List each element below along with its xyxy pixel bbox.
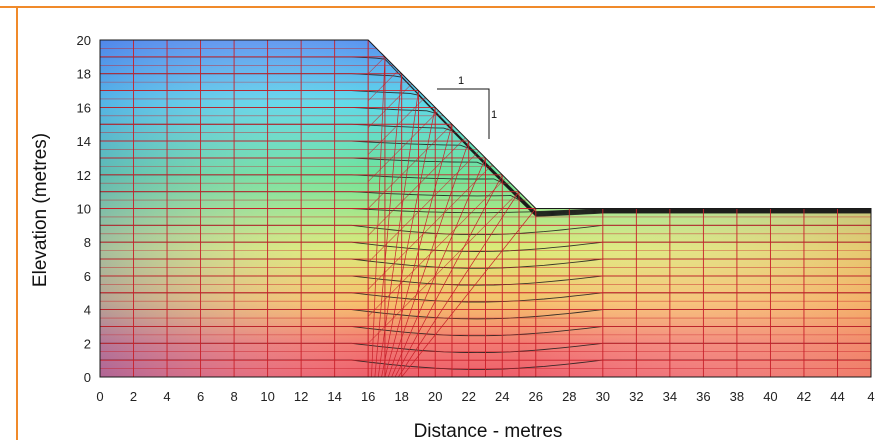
mesh-fan-line (367, 177, 506, 317)
mesh-fan-line (384, 124, 453, 377)
x-tick-label: 6 (197, 389, 204, 404)
slope-ratio-bracket (437, 88, 490, 139)
x-tick-label: 8 (230, 389, 237, 404)
x-tick-label: 4 (163, 389, 170, 404)
slope-ratio-vertical-label: 1 (491, 109, 497, 121)
mesh-fan-line (367, 137, 466, 236)
y-axis-title: Elevation (metres) (30, 133, 51, 287)
y-tick-label: 12 (77, 168, 91, 183)
y-tick-label: 0 (84, 370, 91, 385)
x-axis-title: Distance - metres (414, 421, 563, 440)
y-tick-label: 8 (84, 235, 91, 250)
x-tick-label: 4 (867, 389, 874, 404)
x-tick-label: 20 (428, 389, 442, 404)
x-tick-label: 30 (596, 389, 610, 404)
x-tick-label: 2 (130, 389, 137, 404)
y-tick-label: 16 (77, 100, 91, 115)
mesh-fan-line (367, 191, 520, 344)
x-tick-label: 18 (394, 389, 408, 404)
x-tick-label: 14 (327, 389, 341, 404)
x-tick-label: 34 (663, 389, 677, 404)
mesh-fan-line (367, 56, 386, 74)
mesh-fan-line (374, 73, 403, 377)
mesh-fan-line (367, 150, 480, 263)
mesh-fan-line (401, 208, 537, 377)
mesh-fan-line (387, 140, 470, 377)
y-tick-label: 20 (77, 33, 91, 48)
x-tick-label: 24 (495, 389, 509, 404)
y-axis: 0 2 4 6 8 10 12 14 16 18 20 (77, 33, 91, 385)
y-tick-label: 18 (77, 67, 91, 82)
x-tick-label: 42 (797, 389, 811, 404)
x-axis: 0 2 4 6 8 10 12 14 16 18 20 22 24 26 28 30 32 34 36 38 40 42 4… (96, 389, 874, 404)
mesh-fan-line (377, 90, 419, 377)
x-tick-label: 44 (830, 389, 844, 404)
x-tick-label: 32 (629, 389, 643, 404)
slope-ratio-horizontal-label: 1 (458, 75, 464, 87)
mesh-fan-line (391, 157, 486, 377)
x-tick-label: 38 (730, 389, 744, 404)
y-tick-label: 2 (84, 336, 91, 351)
x-tick-label: 40 (763, 389, 777, 404)
mesh-fan-line (371, 56, 386, 377)
mesh-fan-line (367, 83, 412, 128)
x-tick-label: 26 (529, 389, 543, 404)
y-tick-label: 10 (77, 202, 91, 217)
x-tick-label: 16 (361, 389, 375, 404)
y-tick-label: 6 (84, 269, 91, 284)
mesh-fan-line (367, 97, 426, 155)
mesh-fan-line (381, 107, 436, 377)
mesh-fan-line (394, 174, 503, 377)
domain-outline (99, 39, 872, 378)
mesh-fan-line (367, 164, 493, 290)
x-tick-label: 28 (562, 389, 576, 404)
slope-ratio-indicator: 1 1 (437, 75, 497, 139)
x-tick-label: 10 (260, 389, 274, 404)
mesh-fan-line (367, 110, 439, 182)
mesh-fan-line (367, 124, 453, 209)
x-tick-label: 0 (96, 389, 103, 404)
mesh-fan-line (367, 70, 399, 101)
x-tick-label: 36 (696, 389, 710, 404)
y-tick-label: 14 (77, 134, 91, 149)
mesh-fan-line (398, 191, 520, 377)
y-tick-label: 4 (84, 303, 91, 318)
x-tick-label: 22 (462, 389, 476, 404)
x-tick-label: 12 (294, 389, 308, 404)
